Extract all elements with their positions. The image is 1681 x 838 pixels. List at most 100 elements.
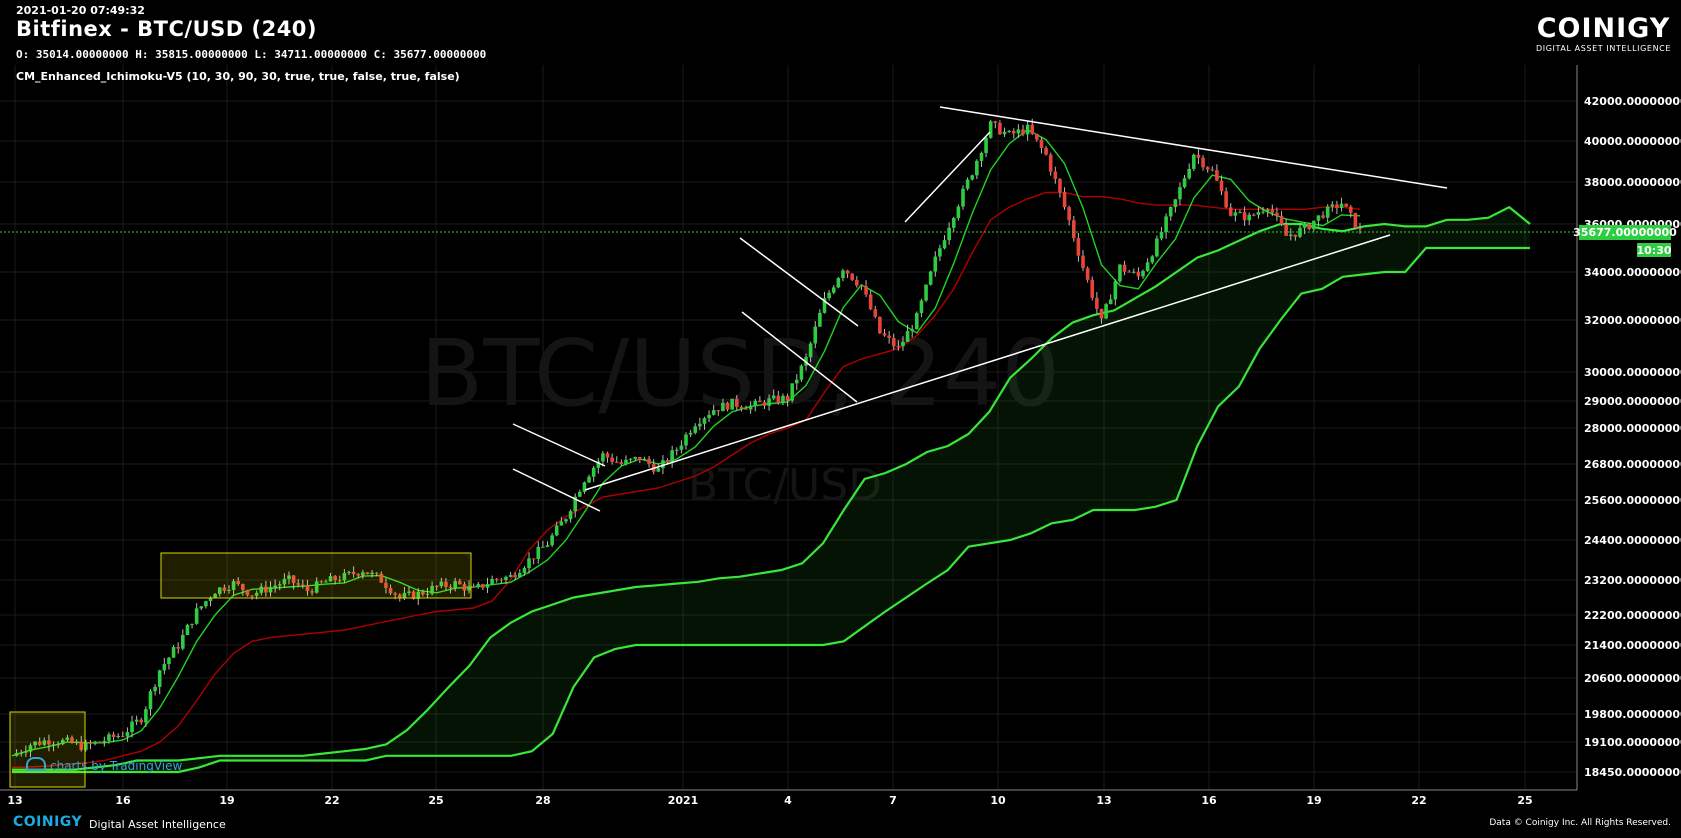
- candle-body: [217, 587, 222, 594]
- y-tick-label: 18450.00000000: [1584, 766, 1681, 779]
- candle-body: [111, 734, 116, 738]
- candle-body: [1196, 154, 1201, 158]
- candle-body: [938, 248, 942, 257]
- trendline: [512, 468, 601, 512]
- footer-logo: COINIGY: [13, 814, 83, 830]
- candle-body: [351, 571, 356, 575]
- indicator-label[interactable]: CM_Enhanced_Ichimoku-V5 (10, 30, 90, 30,…: [16, 70, 460, 83]
- candle-body: [1192, 154, 1196, 169]
- candle-body: [799, 365, 804, 380]
- trendline: [512, 423, 606, 467]
- candle-body: [481, 584, 485, 588]
- candle-body: [70, 737, 74, 743]
- candle-body: [568, 511, 573, 520]
- candle-body: [1242, 212, 1247, 221]
- candle-body: [758, 400, 762, 403]
- candle-body: [970, 175, 975, 180]
- candle-body: [319, 581, 324, 583]
- candle-body: [1173, 199, 1178, 208]
- candle-body: [850, 273, 854, 280]
- candle-body: [374, 572, 379, 574]
- tradingview-attribution[interactable]: charts by TradingView: [26, 757, 182, 773]
- current-price-tag: 35677.00000000 10:30: [1573, 225, 1677, 257]
- candle-body: [181, 635, 185, 649]
- candle-body: [1076, 238, 1081, 256]
- candle-body: [998, 122, 1002, 135]
- candle-body: [190, 623, 194, 625]
- candle-body: [928, 271, 933, 285]
- candle-body: [1131, 271, 1136, 273]
- candle-body: [1247, 214, 1252, 221]
- candle-body: [176, 647, 180, 649]
- candle-body: [24, 751, 28, 753]
- candle-body: [776, 395, 781, 403]
- candle-body: [1265, 209, 1270, 212]
- candle-body: [656, 468, 661, 472]
- candle-body: [1316, 215, 1321, 221]
- candle-body: [508, 575, 513, 577]
- candle-body: [924, 284, 928, 301]
- y-tick-label: 19800.00000000: [1584, 708, 1681, 721]
- ichimoku-lines: [11, 128, 1361, 769]
- candle-body: [342, 572, 347, 581]
- candle-body: [434, 585, 439, 587]
- consolidation-box: [9, 711, 86, 788]
- candle-body: [250, 595, 254, 597]
- candle-body: [425, 593, 430, 595]
- candle-body: [296, 583, 301, 585]
- candle-body: [328, 576, 333, 582]
- candle-body: [536, 546, 541, 560]
- candle-body: [624, 459, 628, 465]
- candle-body: [93, 741, 97, 744]
- x-tick-label: 25: [428, 794, 443, 807]
- candles: [14, 118, 1362, 758]
- candle-body: [771, 395, 776, 399]
- candle-body: [855, 279, 859, 286]
- candle-body: [356, 574, 361, 576]
- cloud-fill: [12, 207, 1530, 772]
- candle-body: [573, 496, 578, 512]
- candle-body: [628, 458, 633, 460]
- candle-body: [919, 300, 924, 314]
- tenkan-line: [11, 128, 1361, 757]
- candle-body: [1016, 129, 1021, 134]
- candle-body: [421, 591, 425, 595]
- candle-body: [767, 398, 771, 406]
- coinigy-logo: COINIGY DIGITAL ASSET INTELLIGENCE: [1536, 15, 1671, 53]
- candle-body: [1275, 212, 1279, 216]
- candle-body: [74, 741, 79, 743]
- x-tick-label: 22: [324, 794, 339, 807]
- candle-body: [310, 591, 314, 593]
- candle-body: [204, 601, 208, 607]
- candle-body: [882, 333, 887, 336]
- candle-body: [864, 286, 868, 295]
- candle-body: [51, 744, 56, 746]
- candle-body: [942, 240, 947, 249]
- candle-body: [499, 579, 504, 581]
- candle-body: [107, 734, 111, 741]
- candle-body: [1150, 256, 1155, 263]
- y-tick-label: 26800.00000000: [1584, 458, 1681, 471]
- candle-body: [264, 586, 268, 593]
- candle-body: [291, 575, 296, 584]
- candle-body: [1164, 216, 1168, 233]
- candle-body: [1252, 214, 1256, 216]
- candle-body: [337, 580, 342, 582]
- kijun-line: [11, 191, 1361, 769]
- candle-body: [591, 467, 596, 477]
- candle-body: [157, 670, 162, 687]
- candle-body: [956, 206, 961, 219]
- x-tick-label: 4: [784, 794, 792, 807]
- candle-body: [365, 572, 370, 575]
- x-tick-label: 13: [1096, 794, 1111, 807]
- candle-body: [282, 579, 287, 585]
- candle-body: [808, 343, 813, 358]
- candle-body: [633, 457, 638, 459]
- candle-body: [185, 624, 190, 636]
- candle-body: [878, 316, 882, 334]
- candle-body: [1025, 124, 1030, 135]
- candle-body: [688, 432, 693, 435]
- candle-body: [65, 737, 70, 740]
- candle-body: [1053, 171, 1058, 180]
